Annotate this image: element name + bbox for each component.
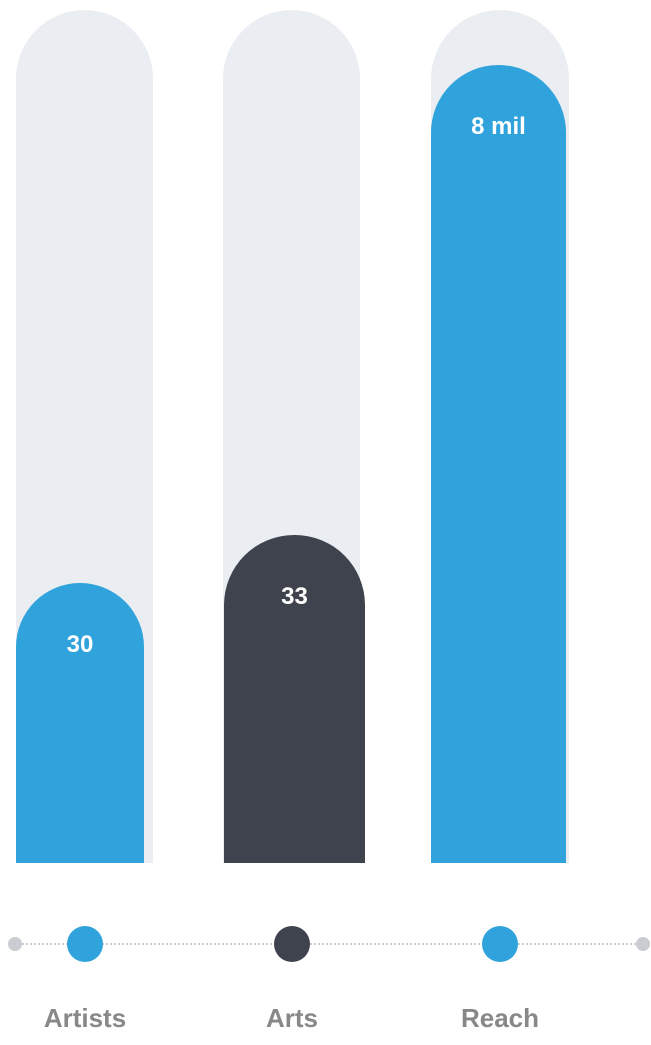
bar-reach[interactable] xyxy=(431,65,566,863)
category-label-arts: Arts xyxy=(265,1003,319,1033)
timeline-node-artists[interactable] xyxy=(67,926,103,962)
timeline-line xyxy=(15,943,643,945)
bar-artists[interactable] xyxy=(16,583,144,863)
timeline-node-reach[interactable] xyxy=(482,926,518,962)
timeline-end-dot xyxy=(636,937,650,951)
bar-value-label-artists: 30 xyxy=(66,631,94,658)
bar-value-label-reach: 8 mil xyxy=(471,113,526,140)
bar-value-label-arts: 33 xyxy=(281,583,308,610)
category-label-reach: Reach xyxy=(460,1003,540,1033)
timeline-start-dot xyxy=(8,937,22,951)
category-label-artists: Artists xyxy=(43,1003,127,1033)
bar-arts[interactable] xyxy=(224,535,365,863)
timeline-node-arts[interactable] xyxy=(274,926,310,962)
